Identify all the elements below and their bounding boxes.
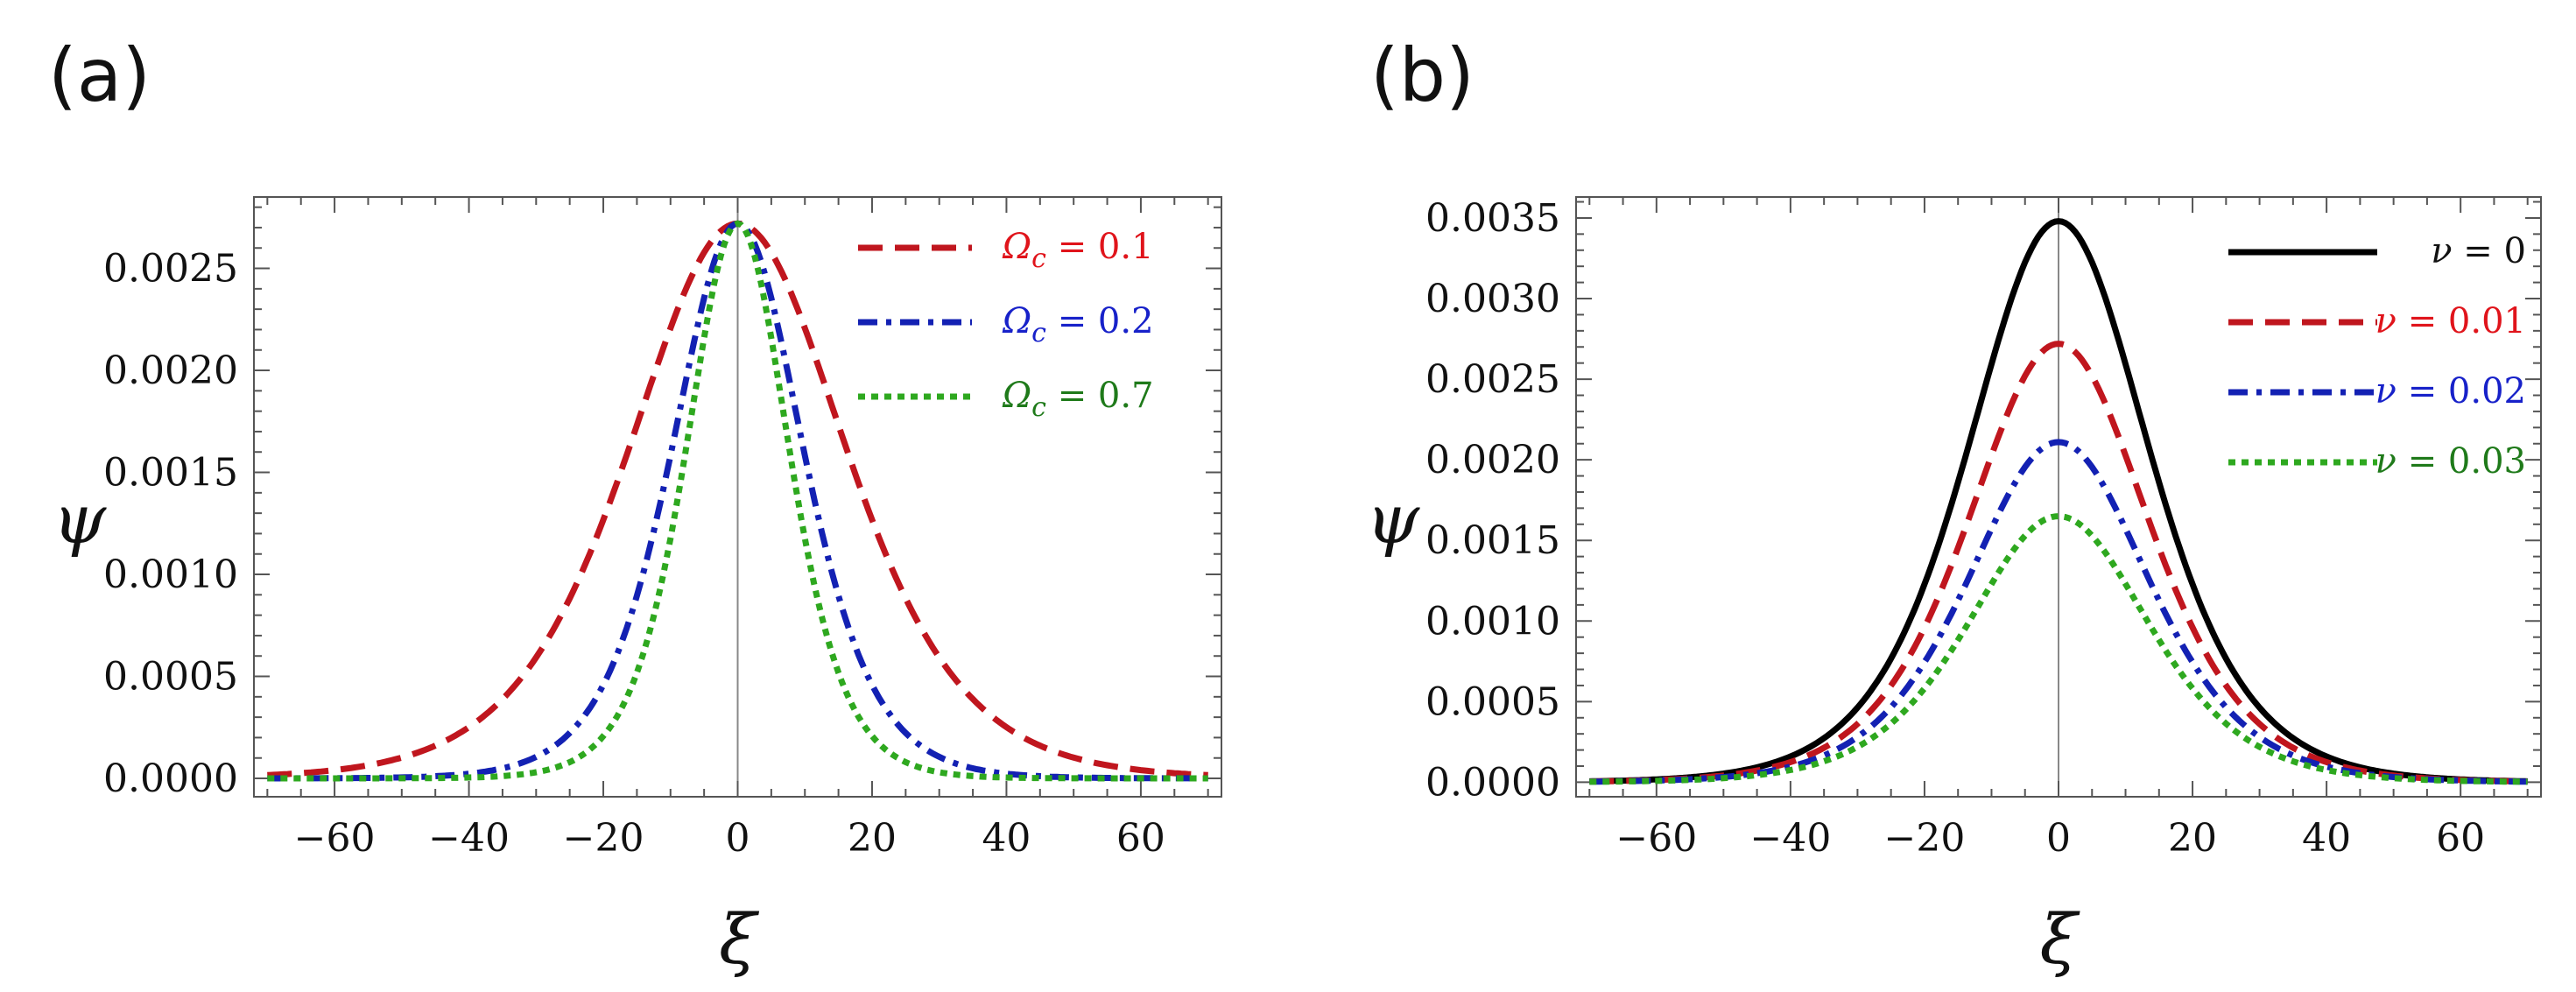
y-tick-label: 0.0010 xyxy=(103,552,238,597)
panel-label: (a) xyxy=(48,32,151,118)
y-tick-label: 0.0005 xyxy=(103,655,238,700)
x-tick-label: 0 xyxy=(2046,816,2071,861)
legend-label-3: ν = 0.02 xyxy=(2375,371,2526,412)
x-tick-label: −20 xyxy=(1884,816,1966,861)
y-tick-label: 0.0005 xyxy=(1425,679,1560,724)
legend-label-1: Ωc = 0.1 xyxy=(1002,227,1154,274)
x-tick-label: 40 xyxy=(982,816,1031,861)
y-tick-label: 0.0020 xyxy=(103,348,238,393)
y-tick-label: 0.0015 xyxy=(1425,518,1560,563)
legend-label-2: ν = 0.01 xyxy=(2375,301,2526,341)
x-tick-label: 20 xyxy=(848,816,897,861)
y-tick-label: 0.0010 xyxy=(1425,599,1560,644)
x-tick-label: −40 xyxy=(428,816,510,861)
chart-panel-b: (b) −60 −40 −20 0 20 40 60 0.0000 0.0005 0.0010 0.0… xyxy=(1366,32,2542,980)
x-tick-label: 60 xyxy=(2436,816,2485,861)
series-line-4 xyxy=(1589,513,2528,785)
y-axis-label: ψ xyxy=(1366,481,1420,559)
legend-label-4: ν = 0.03 xyxy=(2375,441,2526,482)
legend-label-3: Ωc = 0.7 xyxy=(1002,376,1154,423)
y-tick-label: 0.0000 xyxy=(1425,760,1560,805)
legend-label-1: ν = 0 xyxy=(2431,231,2526,271)
y-tick-label: 0.0025 xyxy=(103,247,238,292)
y-tick-label: 0.0015 xyxy=(103,451,238,496)
y-tick-label: 0.0030 xyxy=(1425,277,1560,321)
series-line-3 xyxy=(267,220,1208,782)
chart-panel-a: (a) −60 −40 −20 0 20 40 60 0.0000 0.0005 0.0010 0.0… xyxy=(48,32,1222,980)
y-tick-label: 0.0035 xyxy=(1425,196,1560,241)
x-axis-label: ξ xyxy=(719,901,760,980)
x-tick-label: −20 xyxy=(563,816,644,861)
y-tick-label: 0.0025 xyxy=(1425,357,1560,402)
x-tick-label: 40 xyxy=(2302,816,2351,861)
x-tick-label: −60 xyxy=(294,816,376,861)
x-tick-label: −60 xyxy=(1615,816,1697,861)
x-axis-label: ξ xyxy=(2040,901,2081,980)
x-tick-label: 60 xyxy=(1116,816,1165,861)
y-tick-label: 0.0000 xyxy=(103,756,238,801)
legend: Ωc = 0.1 Ωc = 0.2 Ωc = 0.7 xyxy=(858,227,1154,423)
x-tick-label: 20 xyxy=(2168,816,2217,861)
panel-label: (b) xyxy=(1370,32,1475,118)
x-tick-label: 0 xyxy=(726,816,750,861)
legend-label-2: Ωc = 0.2 xyxy=(1002,301,1154,348)
y-axis-label: ψ xyxy=(53,481,107,559)
legend: ν = 0 ν = 0.01 ν = 0.02 ν = 0.03 xyxy=(2228,231,2526,482)
y-tick-label: 0.0020 xyxy=(1425,438,1560,482)
x-tick-label: −40 xyxy=(1749,816,1831,861)
